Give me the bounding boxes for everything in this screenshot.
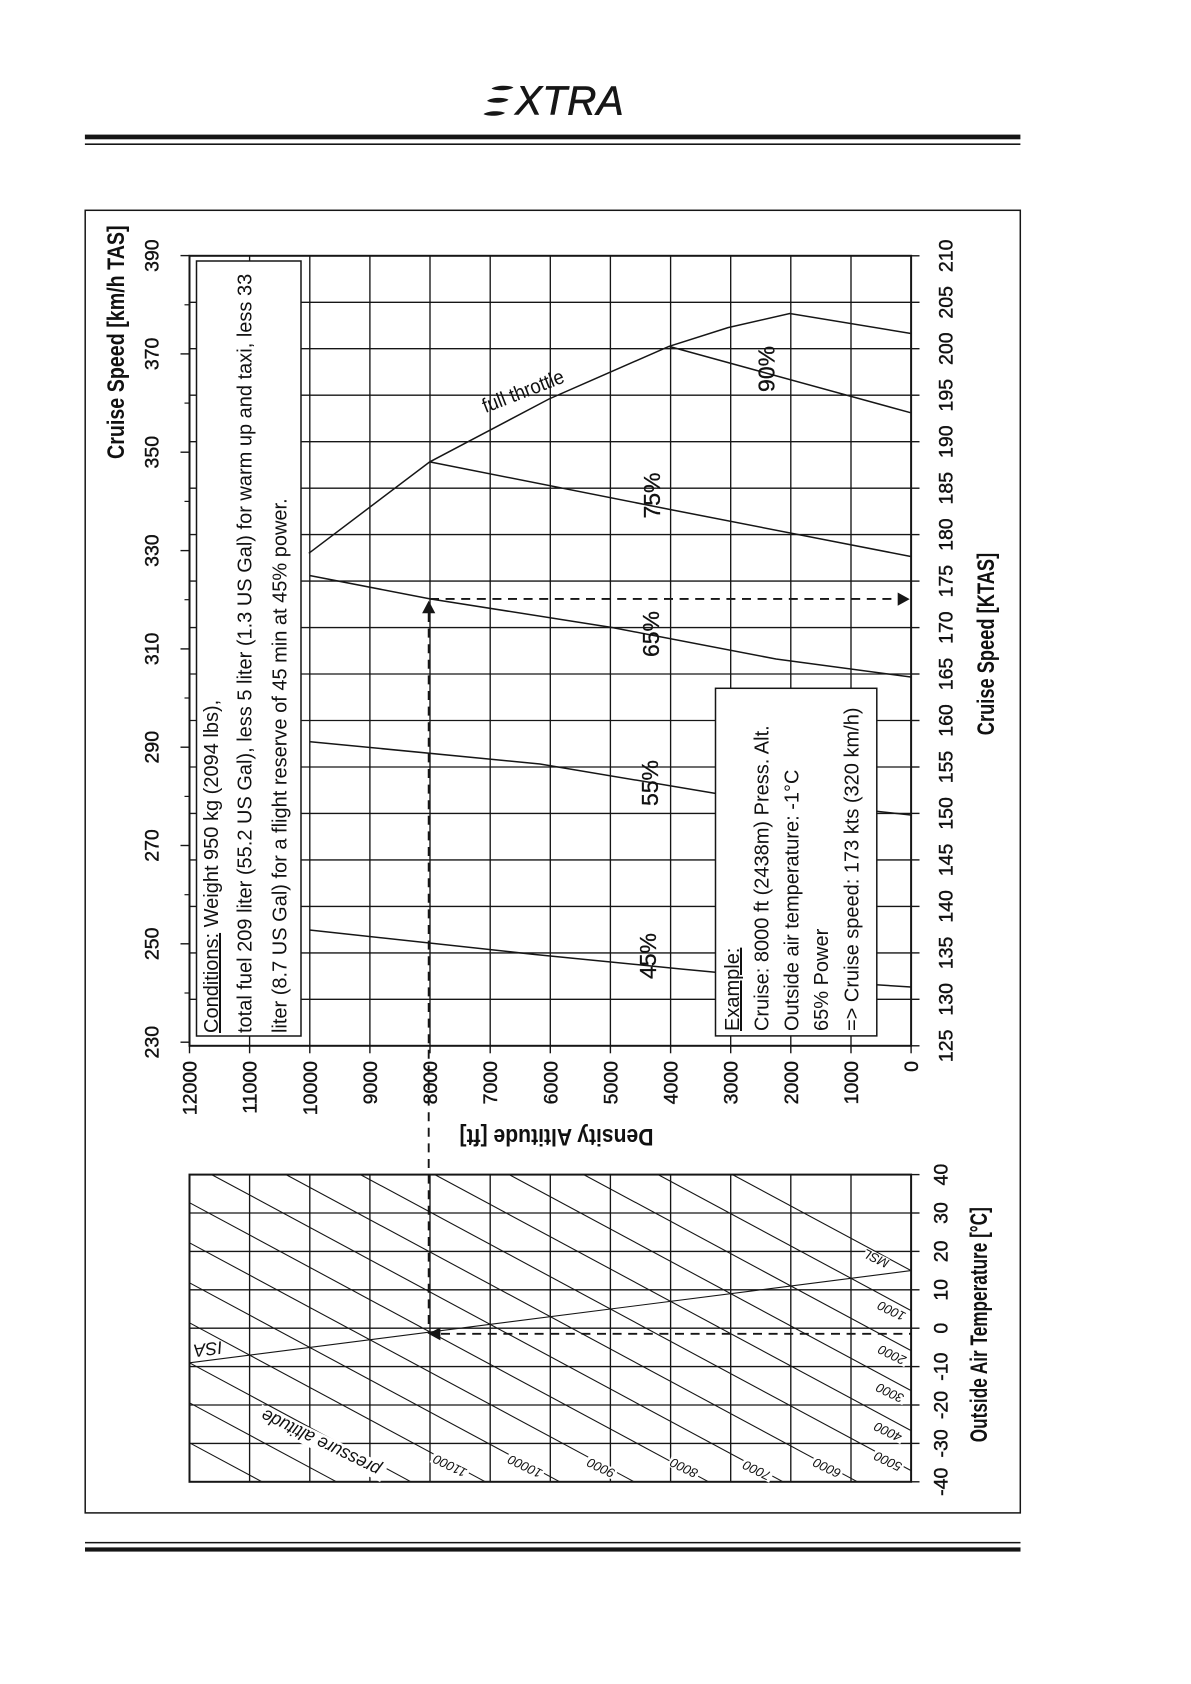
svg-text:7000: 7000 (480, 1061, 502, 1105)
svg-text:Cruise Speed [KTAS]: Cruise Speed [KTAS] (973, 553, 1000, 735)
svg-text:10: 10 (931, 1279, 953, 1301)
svg-text:170: 170 (936, 611, 958, 644)
svg-text:180: 180 (936, 518, 958, 551)
svg-text:185: 185 (936, 472, 958, 505)
svg-text:Cruise: 8000 ft (2438m) Press.: Cruise: 8000 ft (2438m) Press. Alt. (752, 725, 774, 1031)
svg-text:135: 135 (936, 936, 958, 969)
svg-text:9000: 9000 (360, 1061, 382, 1105)
svg-text:10000: 10000 (300, 1061, 322, 1115)
svg-text:200: 200 (936, 332, 958, 365)
svg-text:1000: 1000 (841, 1061, 863, 1105)
svg-text:390: 390 (142, 239, 164, 272)
svg-text:-30: -30 (931, 1429, 953, 1457)
svg-text:350: 350 (142, 436, 164, 469)
svg-text:0: 0 (931, 1323, 953, 1334)
svg-text:11000: 11000 (430, 1451, 469, 1480)
svg-text:290: 290 (142, 731, 164, 764)
svg-text:-10: -10 (931, 1352, 953, 1380)
svg-text:250: 250 (142, 927, 164, 960)
svg-text:10000: 10000 (505, 1451, 545, 1481)
svg-text:140: 140 (936, 890, 958, 923)
svg-text:-20: -20 (931, 1391, 953, 1419)
svg-text:12000: 12000 (180, 1061, 202, 1115)
svg-text:3000: 3000 (721, 1061, 743, 1105)
svg-text:liter (8.7 US Gal) for a fligh: liter (8.7 US Gal) for a flight reserve … (270, 498, 292, 1033)
svg-text:195: 195 (936, 379, 958, 412)
svg-text:full throttle: full throttle (479, 365, 567, 418)
svg-text:Density Altitude [ft]: Density Altitude [ft] (460, 1123, 654, 1150)
svg-text:Cruise Speed [km/h TAS]: Cruise Speed [km/h TAS] (103, 225, 130, 459)
svg-text:ISA: ISA (192, 1337, 223, 1361)
svg-text:130: 130 (936, 983, 958, 1016)
svg-text:=> Cruise speed: 173 kts (320: => Cruise speed: 173 kts (320 km/h) (842, 708, 864, 1031)
svg-text:45%: 45% (635, 933, 661, 979)
svg-text:165: 165 (936, 658, 958, 691)
svg-text:20: 20 (931, 1240, 953, 1262)
svg-text:55%: 55% (637, 760, 663, 806)
svg-text:155: 155 (936, 751, 958, 784)
svg-text:210: 210 (936, 239, 958, 272)
svg-text:270: 270 (142, 829, 164, 862)
svg-text:75%: 75% (639, 472, 665, 518)
svg-text:205: 205 (936, 286, 958, 319)
svg-text:90%: 90% (754, 346, 780, 392)
svg-text:30: 30 (931, 1202, 953, 1224)
svg-text:150: 150 (936, 797, 958, 830)
svg-text:125: 125 (936, 1029, 958, 1062)
svg-text:160: 160 (936, 704, 958, 737)
svg-text:65%: 65% (638, 611, 664, 657)
svg-text:5000: 5000 (600, 1061, 622, 1105)
svg-text:XTRA: XTRA (514, 78, 624, 124)
svg-text:4000: 4000 (661, 1061, 683, 1105)
svg-text:330: 330 (142, 534, 164, 567)
svg-text:175: 175 (936, 565, 958, 598)
svg-text:8000: 8000 (420, 1061, 442, 1105)
svg-text:0: 0 (901, 1061, 923, 1072)
svg-text:-40: -40 (931, 1468, 953, 1496)
svg-text:6000: 6000 (540, 1061, 562, 1105)
svg-text:190: 190 (936, 425, 958, 458)
svg-text:230: 230 (142, 1026, 164, 1059)
svg-text:Conditions: Weight 950 kg (209: Conditions: Weight 950 kg (2094 lbs), (201, 700, 223, 1033)
svg-text:Outside air temperature: -1°C: Outside air temperature: -1°C (781, 770, 803, 1031)
svg-text:Example:: Example: (722, 948, 744, 1031)
svg-text:40: 40 (931, 1164, 953, 1186)
svg-text:MSL: MSL (861, 1246, 892, 1271)
svg-text:370: 370 (142, 337, 164, 370)
svg-text:145: 145 (936, 843, 958, 876)
svg-text:310: 310 (142, 632, 164, 665)
svg-text:11000: 11000 (240, 1061, 262, 1114)
svg-text:Outside Air Temperature [°C]: Outside Air Temperature [°C] (966, 1207, 993, 1442)
svg-text:2000: 2000 (781, 1061, 803, 1105)
svg-text:65% Power: 65% Power (811, 928, 833, 1031)
svg-text:total fuel 209 liter (55.2 US: total fuel 209 liter (55.2 US Gal), less… (235, 274, 257, 1033)
